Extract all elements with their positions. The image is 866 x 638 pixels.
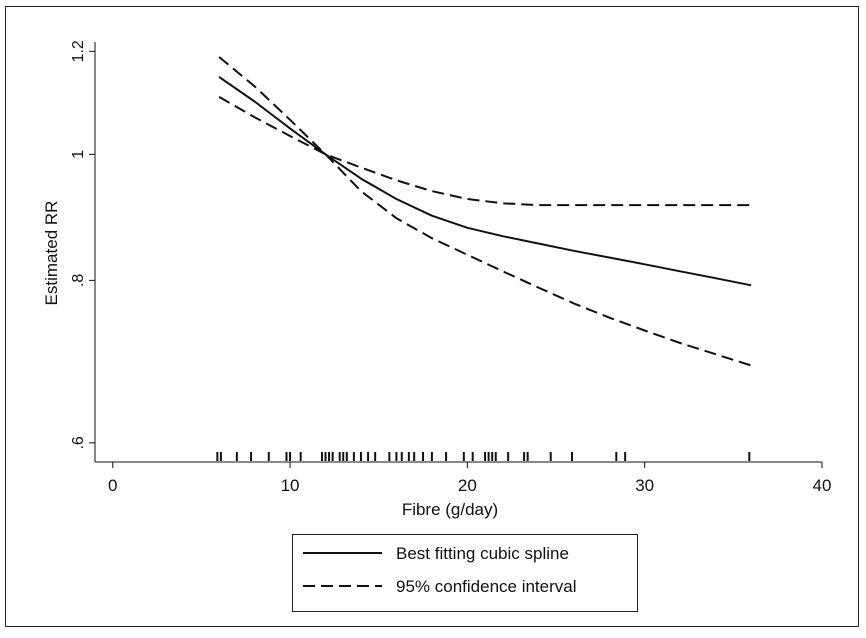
y-axis: .6 .8 1 1.2 <box>70 40 96 462</box>
x-tick-label: 30 <box>635 476 654 495</box>
legend-label-ci: 95% confidence interval <box>396 577 577 596</box>
series-layer <box>218 56 752 367</box>
y-tick-label: .8 <box>70 274 87 287</box>
series-line-ci-1 <box>218 96 752 207</box>
series-line-ci-2 <box>218 56 752 367</box>
x-tick-label: 40 <box>813 476 832 495</box>
y-axis-label: Estimated RR <box>42 201 61 306</box>
rug-marks <box>216 452 751 461</box>
y-tick-label: .6 <box>70 436 87 449</box>
x-tick-label: 10 <box>281 476 300 495</box>
y-tick-label: 1 <box>70 150 87 159</box>
y-tick-label: 1.2 <box>70 40 87 62</box>
legend-box <box>292 534 638 612</box>
x-axis: 0 10 20 30 40 <box>95 461 832 495</box>
x-tick-label: 20 <box>458 476 477 495</box>
legend: Best fitting cubic spline 95% confidence… <box>292 534 638 612</box>
x-tick-label: 0 <box>108 476 117 495</box>
x-axis-label: Fibre (g/day) <box>402 500 498 519</box>
outer-border <box>5 6 859 627</box>
series-line-spline <box>218 76 752 287</box>
legend-label-spline: Best fitting cubic spline <box>396 544 569 563</box>
